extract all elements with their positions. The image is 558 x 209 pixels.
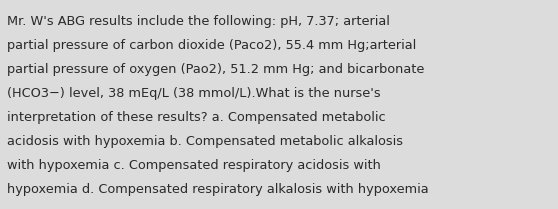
Text: Mr. W's ABG results include the following: pH, 7.37; arterial: Mr. W's ABG results include the followin… — [7, 15, 390, 28]
Text: interpretation of these results? a. Compensated metabolic: interpretation of these results? a. Comp… — [7, 111, 386, 124]
Text: partial pressure of oxygen (Pao2), 51.2 mm Hg; and bicarbonate: partial pressure of oxygen (Pao2), 51.2 … — [7, 63, 425, 76]
Text: hypoxemia d. Compensated respiratory alkalosis with hypoxemia: hypoxemia d. Compensated respiratory alk… — [7, 183, 429, 196]
Text: acidosis with hypoxemia b. Compensated metabolic alkalosis: acidosis with hypoxemia b. Compensated m… — [7, 135, 403, 148]
Text: (HCO3−) level, 38 mEq/L (38 mmol/L).What is the nurse's: (HCO3−) level, 38 mEq/L (38 mmol/L).What… — [7, 87, 381, 100]
Text: partial pressure of carbon dioxide (Paco2), 55.4 mm Hg;arterial: partial pressure of carbon dioxide (Paco… — [7, 39, 416, 52]
Text: with hypoxemia c. Compensated respiratory acidosis with: with hypoxemia c. Compensated respirator… — [7, 159, 381, 172]
